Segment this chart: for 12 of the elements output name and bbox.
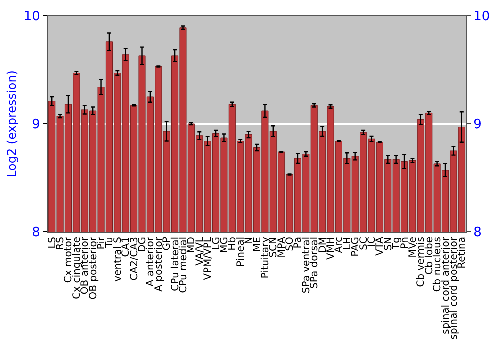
x-tick-label: OB posterior [88,236,100,300]
x-tick-label: Tg [392,237,403,250]
y-tick-label: 10 [24,10,40,25]
x-tick-label: A posterior [154,236,165,292]
x-tick-label: Retina [457,237,468,269]
y-axis-title: Log2 (expression) [5,70,20,178]
y2-tick-label: 10 [474,10,490,25]
y2-tick-label: 8 [474,226,482,241]
x-tick-label: spinal cord posterior [448,236,460,340]
y-tick-label: 9 [32,118,40,133]
y2-tick-label: 9 [474,118,482,133]
y-tick-label: 8 [32,226,40,241]
